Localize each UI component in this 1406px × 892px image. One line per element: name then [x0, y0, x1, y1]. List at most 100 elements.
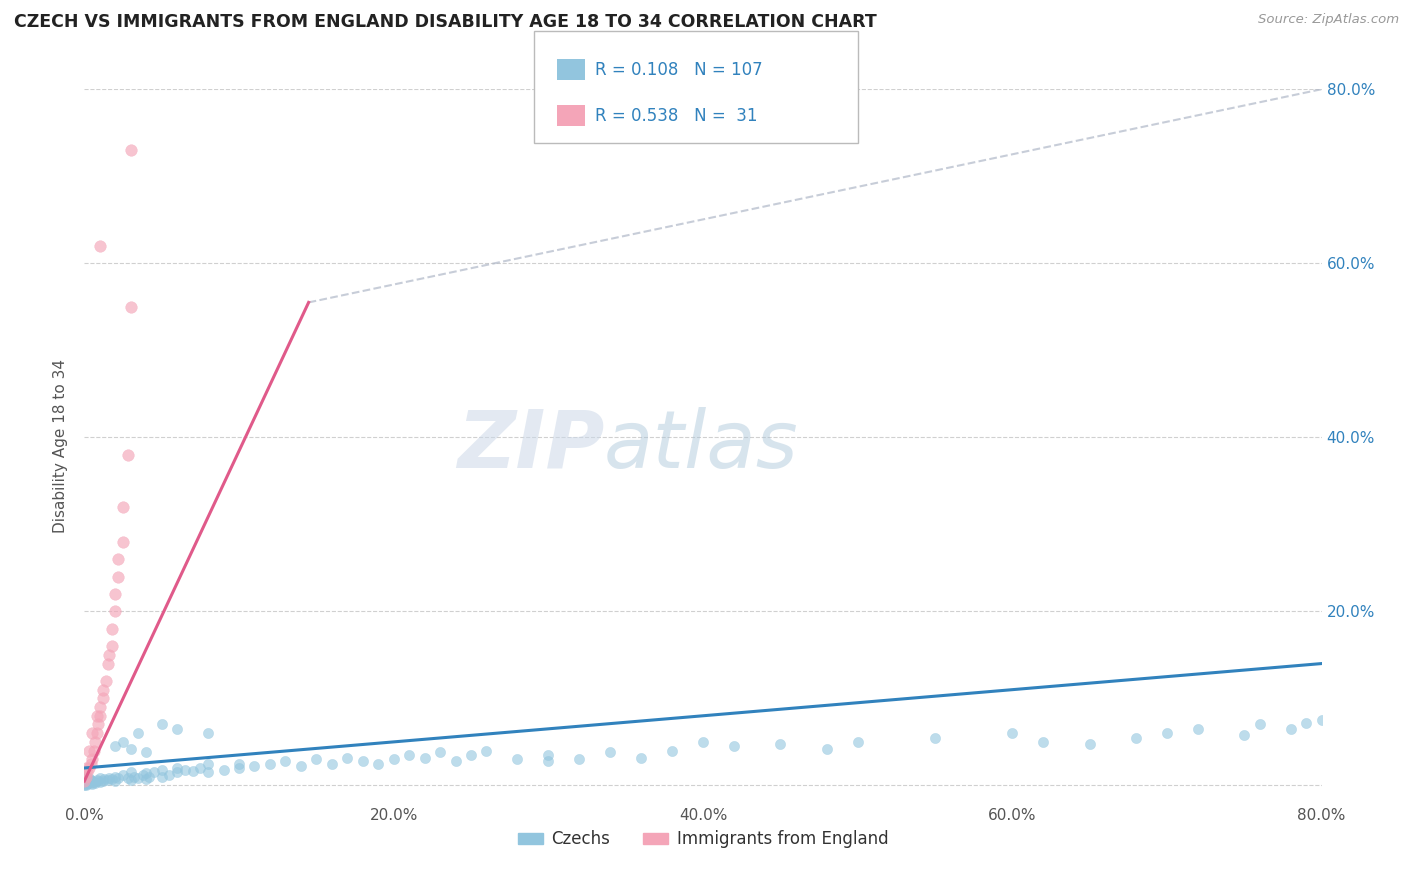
Point: [101, 639, 124, 653]
Point: [83, 775, 105, 789]
Point: [815, 742, 838, 756]
Point: [91, 682, 114, 697]
Point: [228, 756, 250, 771]
Point: [86, 773, 108, 788]
Point: [1001, 726, 1024, 740]
Point: [1032, 735, 1054, 749]
Point: [166, 765, 188, 780]
Point: [135, 745, 157, 759]
Point: [77, 761, 100, 775]
Point: [117, 771, 139, 785]
Point: [82, 777, 104, 791]
Point: [537, 747, 560, 762]
Point: [73, 777, 96, 791]
Point: [89, 775, 111, 789]
Point: [259, 756, 281, 771]
Point: [599, 745, 621, 759]
Y-axis label: Disability Age 18 to 34: Disability Age 18 to 34: [53, 359, 69, 533]
Point: [122, 770, 145, 784]
Point: [143, 765, 166, 780]
Point: [84, 735, 107, 749]
Point: [83, 743, 105, 757]
Point: [75, 778, 97, 792]
Text: CZECH VS IMMIGRANTS FROM ENGLAND DISABILITY AGE 18 TO 34 CORRELATION CHART: CZECH VS IMMIGRANTS FROM ENGLAND DISABIL…: [14, 13, 877, 31]
Point: [846, 735, 869, 749]
Point: [120, 765, 142, 780]
Point: [77, 772, 100, 786]
Point: [93, 772, 115, 787]
Point: [82, 726, 104, 740]
Point: [1310, 713, 1333, 727]
Point: [120, 742, 142, 756]
Point: [112, 735, 135, 749]
Point: [132, 768, 155, 782]
Point: [1279, 722, 1302, 736]
Point: [1295, 715, 1317, 730]
Point: [87, 774, 110, 789]
Point: [98, 648, 121, 662]
Point: [79, 756, 101, 771]
Point: [150, 770, 173, 784]
Point: [86, 708, 108, 723]
Text: Source: ZipAtlas.com: Source: ZipAtlas.com: [1258, 13, 1399, 27]
Point: [290, 759, 312, 773]
Point: [506, 752, 529, 766]
Point: [112, 500, 135, 514]
Point: [75, 774, 97, 789]
Point: [77, 743, 100, 757]
Point: [107, 569, 129, 583]
Point: [94, 673, 117, 688]
Point: [89, 700, 111, 714]
Point: [150, 717, 173, 731]
Point: [1078, 737, 1101, 751]
Point: [188, 761, 211, 775]
Point: [89, 708, 111, 723]
Point: [98, 772, 121, 786]
Point: [197, 756, 219, 771]
Point: [73, 775, 96, 789]
Point: [382, 752, 405, 766]
Point: [73, 772, 96, 786]
Point: [321, 756, 343, 771]
Point: [537, 754, 560, 768]
Point: [73, 776, 96, 790]
Text: atlas: atlas: [605, 407, 799, 485]
Point: [77, 775, 100, 789]
Point: [86, 726, 108, 740]
Point: [82, 774, 104, 789]
Point: [692, 735, 714, 749]
Point: [174, 763, 197, 777]
Point: [73, 770, 96, 784]
Point: [135, 766, 157, 780]
Point: [212, 763, 235, 777]
Text: R = 0.538   N =  31: R = 0.538 N = 31: [595, 107, 758, 125]
Point: [73, 774, 96, 789]
Point: [96, 657, 118, 671]
Point: [84, 776, 107, 790]
Point: [75, 770, 97, 784]
Point: [120, 300, 142, 314]
Point: [79, 773, 101, 788]
Point: [120, 143, 142, 157]
Point: [120, 773, 142, 788]
Point: [367, 756, 389, 771]
Point: [159, 768, 180, 782]
Point: [73, 774, 96, 789]
Point: [76, 765, 98, 780]
Text: R = 0.108   N = 107: R = 0.108 N = 107: [595, 61, 762, 78]
Point: [723, 739, 745, 754]
Point: [73, 773, 96, 788]
Point: [104, 739, 127, 754]
Point: [91, 774, 114, 789]
Point: [475, 743, 498, 757]
Point: [1125, 731, 1147, 745]
Point: [352, 754, 374, 768]
Point: [398, 747, 420, 762]
Point: [117, 448, 139, 462]
Point: [101, 772, 124, 787]
Point: [166, 722, 188, 736]
Point: [79, 776, 101, 790]
Point: [76, 772, 98, 787]
Point: [181, 764, 204, 779]
Point: [91, 691, 114, 706]
